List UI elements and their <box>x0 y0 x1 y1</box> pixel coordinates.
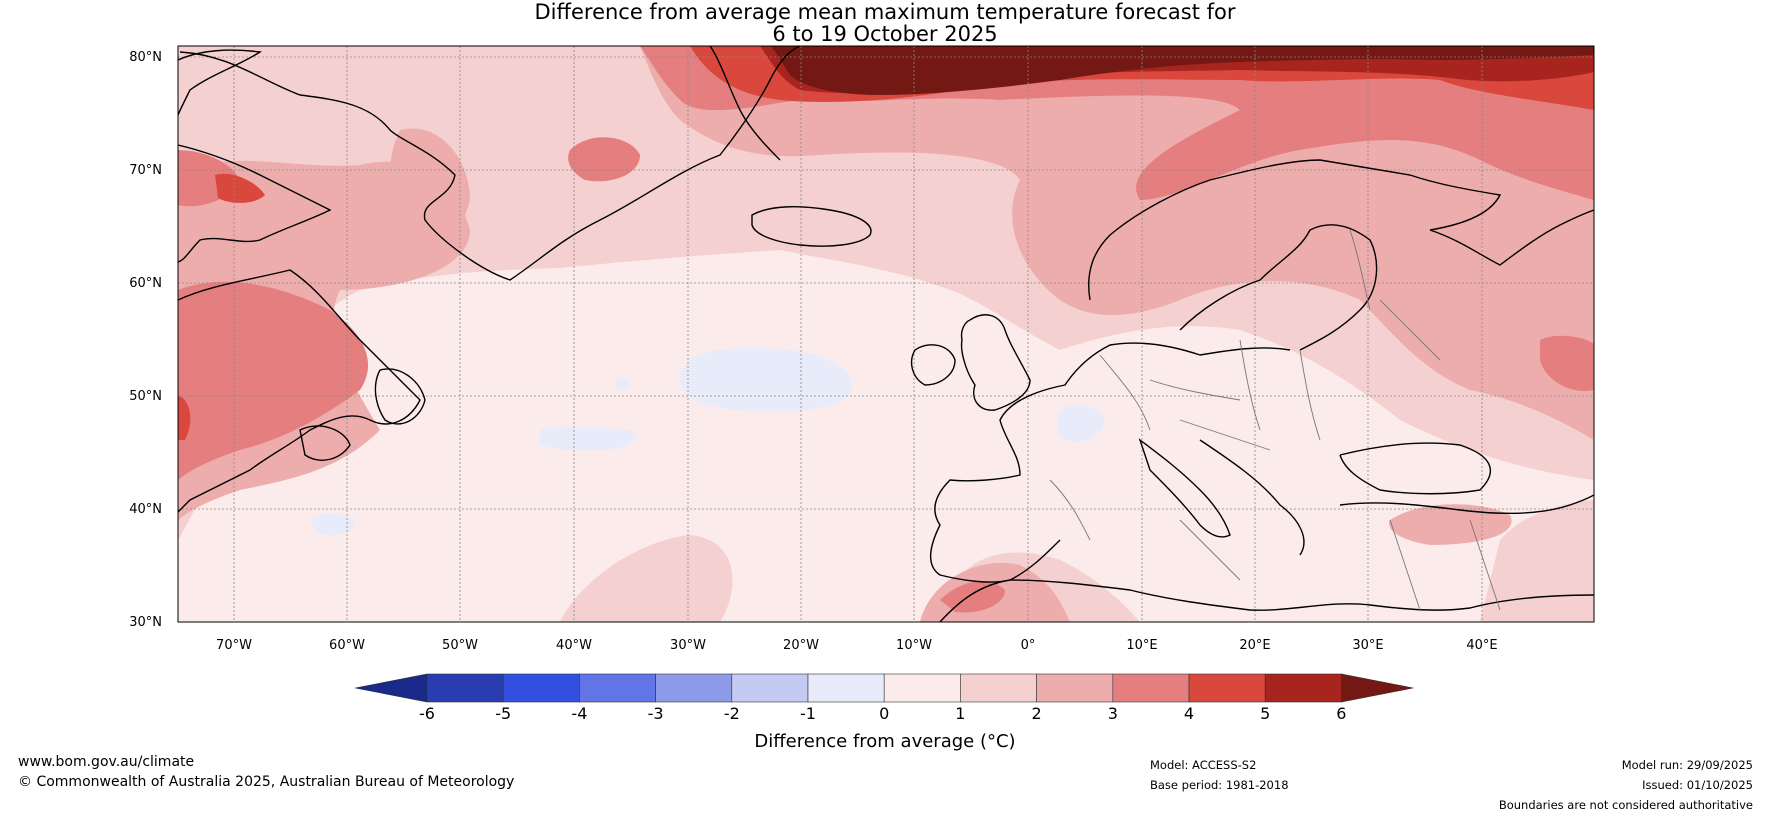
coast-turkey <box>1339 494 1594 514</box>
lat-label: 70°N <box>129 163 162 178</box>
lon-label: 20°E <box>1239 638 1270 653</box>
colorbar-segment <box>960 673 1037 703</box>
coast-ireland <box>910 344 956 386</box>
footer-copyright: © Commonwealth of Australia 2025, Austra… <box>18 774 515 790</box>
colorbar-tick-label: -2 <box>724 704 740 723</box>
coast-great-britain <box>960 314 1031 411</box>
lat-label: 80°N <box>129 50 162 65</box>
anomaly-region-1-2-atlantic <box>560 535 733 622</box>
country-borders <box>1049 229 1501 611</box>
colorbar-segment <box>1188 673 1266 703</box>
anomaly-region-3-4-canada <box>178 281 369 480</box>
footer-disclaimer: Boundaries are not considered authoritat… <box>1498 798 1753 812</box>
footer-model: Model: ACCESS-S2 <box>1150 758 1257 772</box>
colorbar-segment <box>883 673 961 703</box>
lon-label: 10°W <box>896 638 932 653</box>
colorbar-tick-label: -3 <box>648 704 664 723</box>
colorbar-segment <box>655 673 733 703</box>
footer-issued: Issued: 01/10/2025 <box>1642 778 1753 792</box>
colorbar-tick-label: 4 <box>1184 704 1194 723</box>
coast-italy <box>1138 438 1231 538</box>
colorbar-tick-label: -1 <box>800 704 816 723</box>
coast-black-sea <box>1339 442 1492 495</box>
colorbar-tick-label: -5 <box>495 704 511 723</box>
colorbar-segment <box>731 673 809 703</box>
coastlines <box>178 46 1594 622</box>
map-frame <box>177 45 1595 623</box>
colorbar-tick-label: -6 <box>419 704 435 723</box>
coast-iceland <box>751 206 872 247</box>
lat-label: 50°N <box>129 389 162 404</box>
colorbar-segment <box>1264 673 1342 703</box>
coast-baffin <box>178 144 332 263</box>
colorbar-extend-high <box>1341 673 1414 703</box>
anomaly-region-4-5-labrador <box>178 395 191 440</box>
anomaly-region-negative-newfoundland-sea <box>614 378 631 390</box>
anomaly-region-3-4-east <box>1540 335 1594 391</box>
colorbar-segment <box>579 673 656 703</box>
colorbar-extend-low <box>354 673 428 703</box>
coast-greenland <box>179 46 801 281</box>
lat-label: 60°N <box>129 276 162 291</box>
lon-label: 0° <box>1021 638 1036 653</box>
footer-base-period: Base period: 1981-2018 <box>1150 778 1289 792</box>
lon-label: 40°E <box>1466 638 1497 653</box>
anomaly-region-above-6 <box>770 46 1594 95</box>
coast-greenland-east <box>709 46 781 161</box>
lon-label: 30°W <box>670 638 706 653</box>
lat-label: 40°N <box>129 502 162 517</box>
longitude-labels: 70°W 60°W 50°W 40°W 30°W 20°W 10°W 0° 10… <box>216 638 1498 653</box>
temperature-anomaly-field <box>178 46 1594 622</box>
coast-norway <box>1088 159 1502 301</box>
anomaly-region-2-3-greenland <box>389 128 470 253</box>
colorbar-segment <box>1036 673 1114 703</box>
colorbar-tick-label: 3 <box>1108 704 1118 723</box>
lon-label: 50°W <box>442 638 478 653</box>
lon-label: 60°W <box>329 638 365 653</box>
anomaly-region-negative-azores <box>540 427 636 451</box>
anomaly-region-2-3 <box>640 46 1594 440</box>
colorbar-tick-label: 5 <box>1260 704 1270 723</box>
anomaly-region-4-5-baffin <box>215 173 265 203</box>
coast-white-sea <box>1429 209 1594 266</box>
coast-western-europe <box>929 342 1291 583</box>
anomaly-region-2-3-med <box>1389 504 1512 545</box>
lon-label: 10°E <box>1126 638 1157 653</box>
coast-arctic-islands <box>178 49 262 116</box>
coast-newfoundland <box>374 368 426 425</box>
colorbar-tick-label: -4 <box>571 704 587 723</box>
footer-model-run: Model run: 29/09/2025 <box>1621 758 1753 772</box>
anomaly-region-3-4-africa <box>940 581 1005 613</box>
graticule <box>178 46 1594 622</box>
lat-label: 30°N <box>129 615 162 630</box>
anomaly-region-negative-france <box>1056 404 1105 442</box>
map-title-line2: 6 to 19 October 2025 <box>772 22 998 46</box>
colorbar-segment <box>1112 673 1190 703</box>
coast-balkans <box>1199 439 1305 556</box>
lon-label: 40°W <box>556 638 592 653</box>
colorbar-segment <box>426 673 504 703</box>
colorbar-tick-label: 6 <box>1336 704 1346 723</box>
colorbar-tick-label: 1 <box>955 704 965 723</box>
anomaly-region-1-2-med <box>1480 500 1594 622</box>
footer-website: www.bom.gov.au/climate <box>18 754 195 770</box>
colorbar-tick-label: 2 <box>1032 704 1042 723</box>
coast-north-africa <box>939 579 1594 622</box>
colorbar-segment <box>807 673 885 703</box>
colorbar: -6 -5 -4 -3 -2 -1 0 1 2 3 4 5 6 <box>354 673 1414 723</box>
lon-label: 20°W <box>783 638 819 653</box>
colorbar-segment <box>502 673 580 703</box>
anomaly-region-negative-west <box>310 513 355 536</box>
lon-label: 30°E <box>1352 638 1383 653</box>
colorbar-tick-label: 0 <box>879 704 889 723</box>
coast-sweden-baltic <box>1179 224 1378 351</box>
lon-label: 70°W <box>216 638 252 653</box>
latitude-labels: 80°N 70°N 60°N 50°N 40°N 30°N <box>129 50 162 630</box>
colorbar-label: Difference from average (°C) <box>754 731 1015 752</box>
coast-labrador <box>178 269 421 513</box>
coast-nova-scotia <box>299 425 351 461</box>
map-title-line1: Difference from average mean maximum tem… <box>534 0 1236 24</box>
